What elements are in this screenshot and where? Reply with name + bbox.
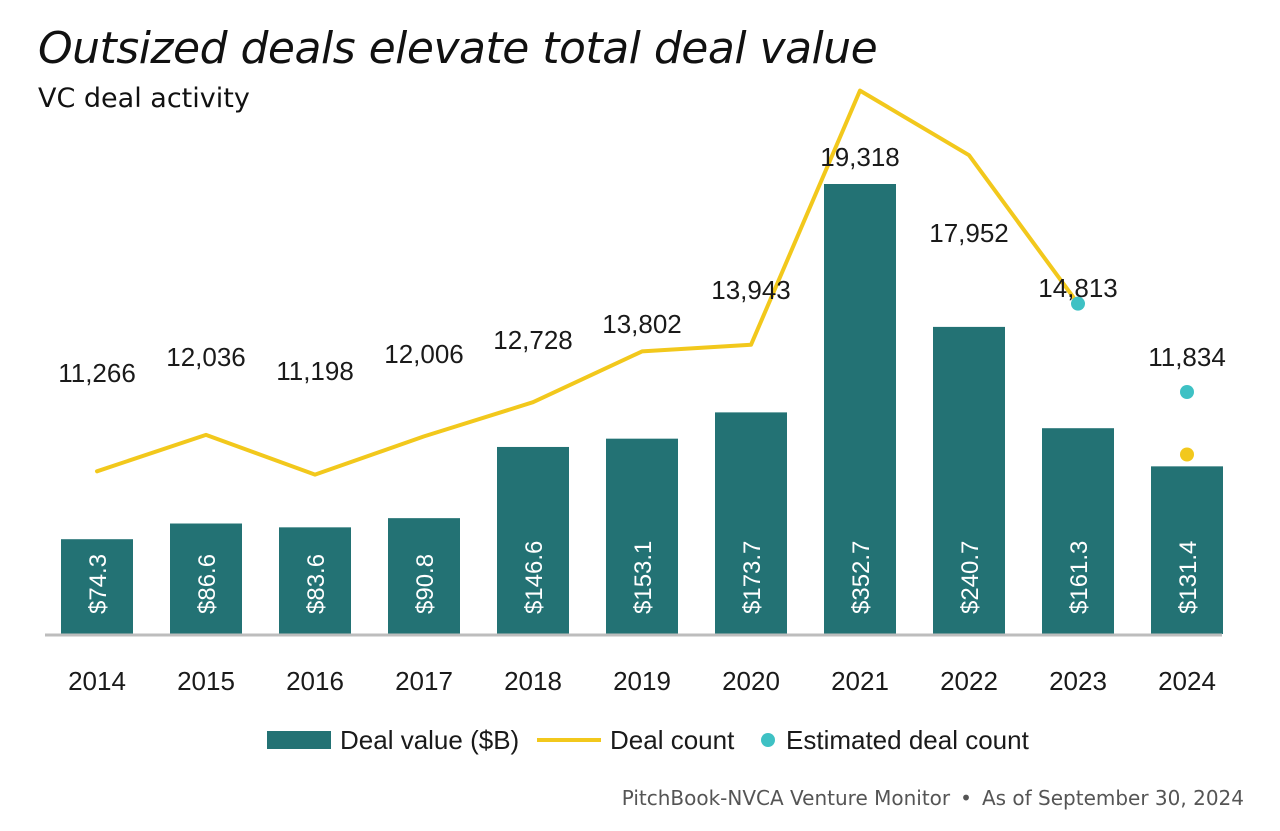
footer-separator: • [960,786,972,810]
source-text: PitchBook-NVCA Venture Monitor [621,786,951,810]
bar-2019 [606,438,678,634]
chart-title: Outsized deals elevate total deal value [38,23,878,74]
x-tick-label-2024: 2024 [1158,666,1216,696]
x-tick-label-2019: 2019 [613,666,671,696]
bar-label-2016: $83.6 [303,554,330,614]
x-tick-label-2021: 2021 [831,666,889,696]
legend-swatch-estimated-deal-count [761,733,775,747]
legend-label-deal-count: Deal count [610,725,735,755]
bar-label-2023: $161.3 [1066,541,1093,614]
estimated-deal-count-point-2023 [1071,296,1085,311]
deal-count-label-2019: 13,802 [602,309,682,339]
bar-2016 [279,527,351,634]
x-tick-label-2017: 2017 [395,666,453,696]
bar-label-2018: $146.6 [521,541,548,614]
bar-2023 [1042,428,1114,634]
deal-count-label-2017: 12,006 [384,339,464,369]
bar-2017 [388,518,460,634]
bar-label-2020: $173.7 [739,541,766,614]
bar-label-2015: $86.6 [194,554,221,614]
legend-label-estimated-deal-count: Estimated deal count [786,725,1030,755]
deal-count-label-2022: 17,952 [929,218,1009,248]
chart-subtitle: VC deal activity [38,83,250,114]
bar-2021 [824,184,896,634]
deal-count-label-2014: 11,266 [58,358,136,388]
x-tick-label-2018: 2018 [504,666,562,696]
estimated-deal-count-point-2024 [1180,385,1194,399]
deal-count-label-2021: 19,318 [820,142,900,172]
x-tick-label-2020: 2020 [722,666,780,696]
deal-count-label-2023: 14,813 [1038,273,1118,303]
bar-2024 [1151,466,1223,634]
deal-count-line [95,88,1080,477]
deal-count-label-2020: 13,943 [711,275,791,305]
bar-label-2021: $352.7 [848,541,875,614]
bar-2022 [933,326,1005,634]
bar-label-2024: $131.4 [1175,541,1202,614]
bar-label-2022: $240.7 [957,541,984,614]
x-tick-label-2023: 2023 [1049,666,1107,696]
x-tick-label-2022: 2022 [940,666,998,696]
deal-count-label-2016: 11,198 [276,356,354,386]
x-tick-label-2014: 2014 [68,666,126,696]
bar-2020 [715,412,787,634]
bar-label-2014: $74.3 [85,554,112,614]
bar-label-2017: $90.8 [412,554,439,614]
deal-count-label-2024: 11,834 [1148,342,1226,372]
x-tick-label-2016: 2016 [286,666,344,696]
source-footer: PitchBook-NVCA Venture Monitor • As of Sep… [622,786,1244,810]
x-tick-label-2015: 2015 [177,666,235,696]
bar-2014 [61,539,133,634]
legend-label-deal-value: Deal value ($B) [340,725,519,755]
bar-2018 [497,446,569,634]
deal-count-point-2024 [1180,447,1194,462]
as-of-date: As of September 30, 2024 [981,786,1244,810]
deal-count-label-2015: 12,036 [166,342,246,372]
legend-swatch-deal-value [267,731,331,749]
bar-label-2019: $153.1 [630,541,657,614]
bar-2015 [170,523,242,634]
deal-count-label-2018: 12,728 [493,325,573,355]
